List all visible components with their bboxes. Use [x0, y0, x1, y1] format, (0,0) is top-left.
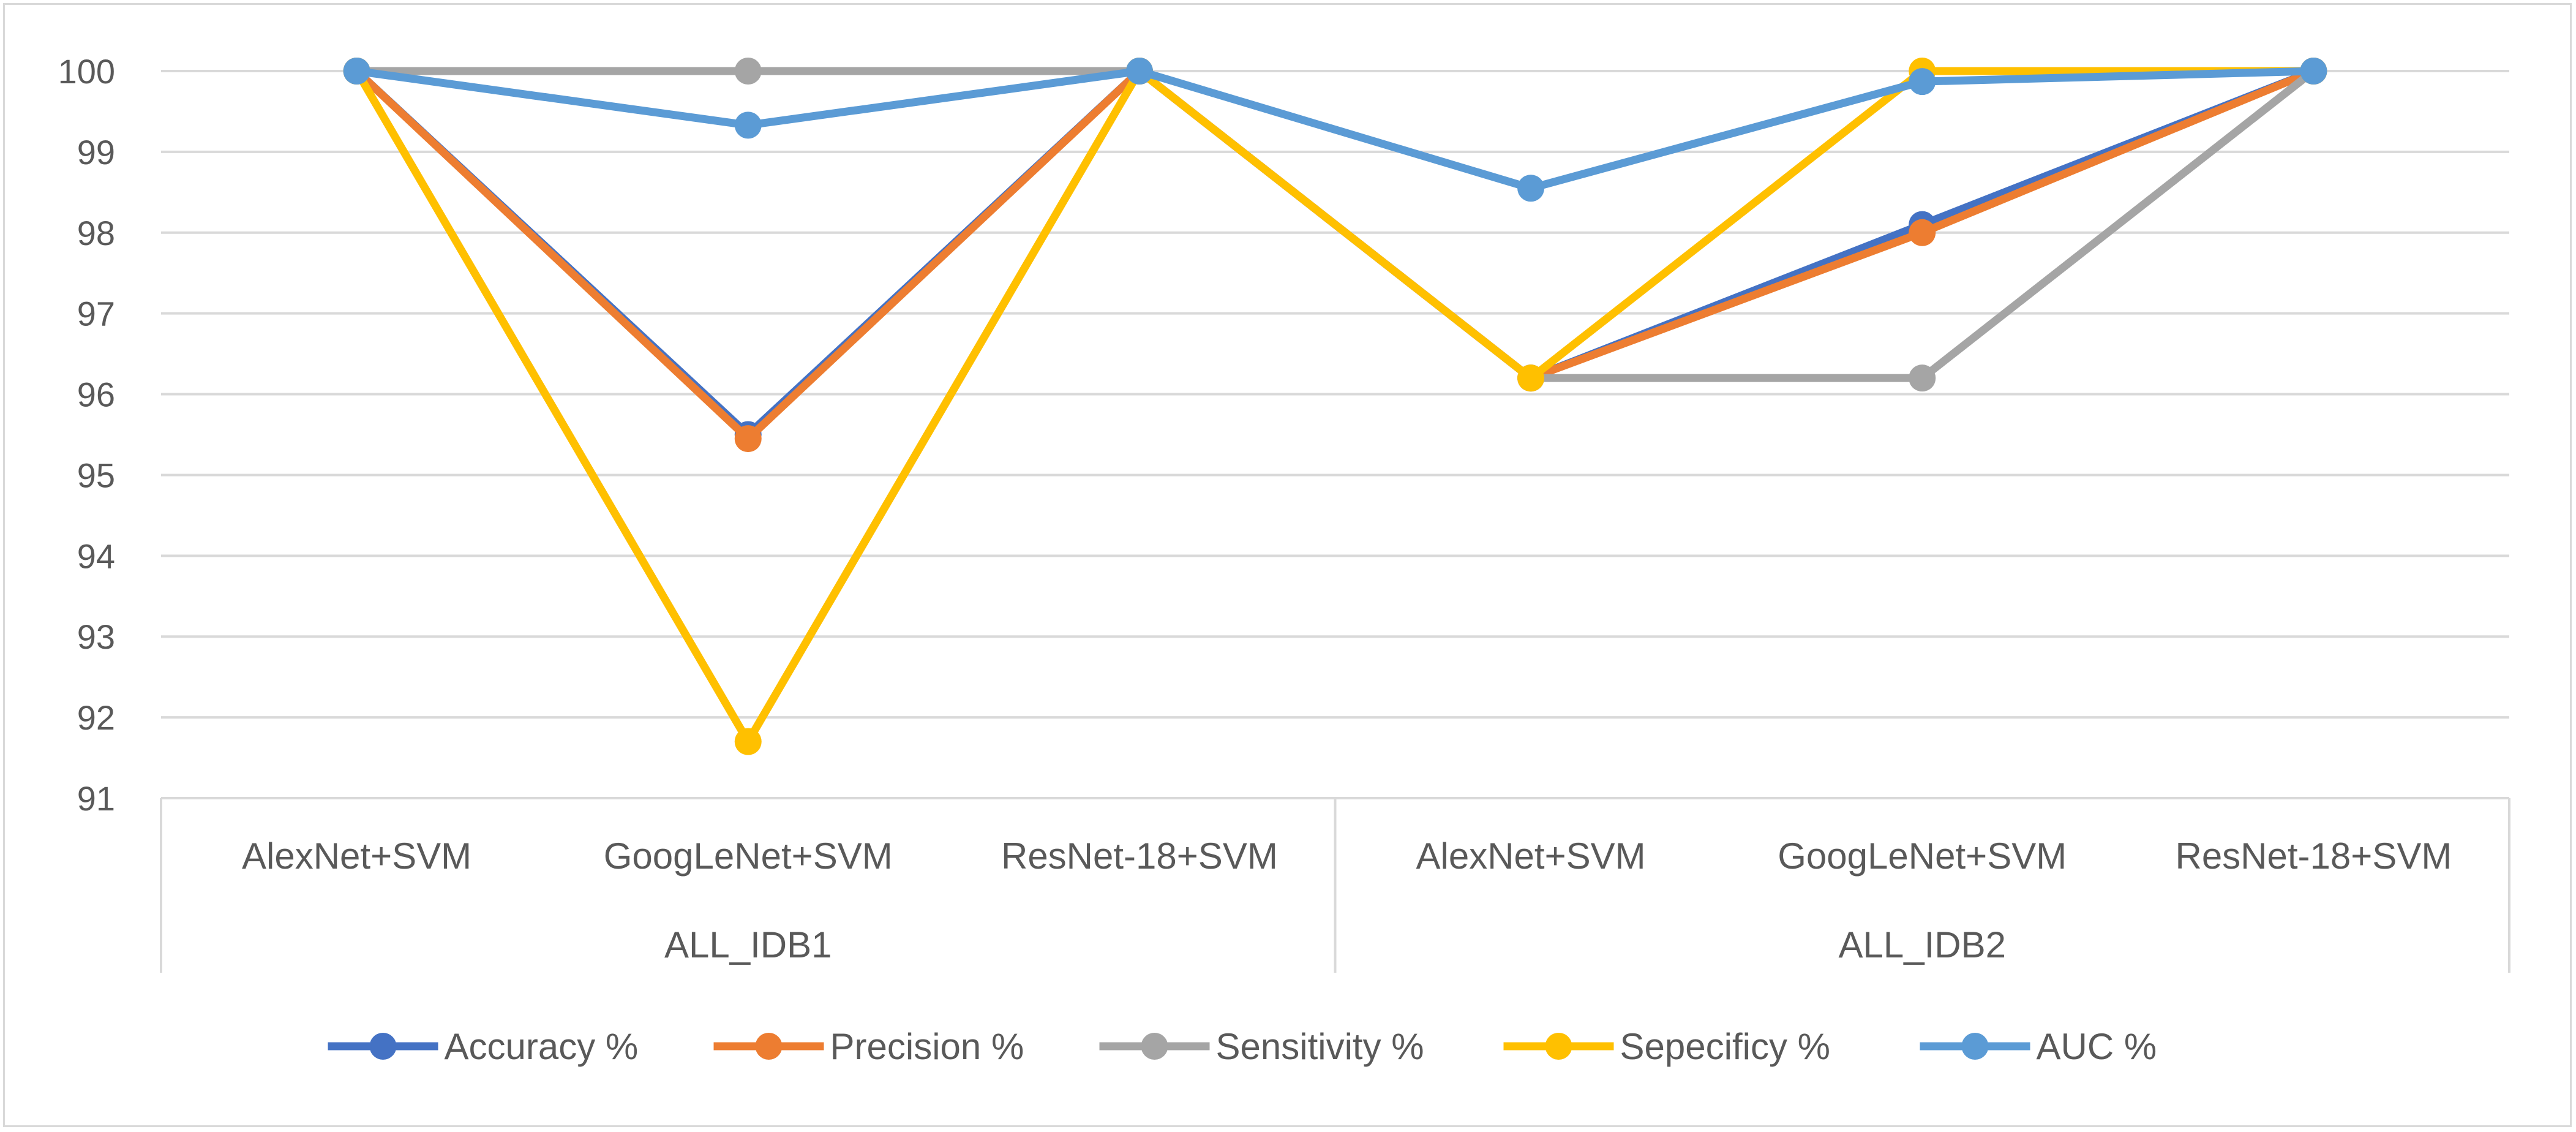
- legend-item: Precision %: [713, 1026, 1024, 1067]
- x-tick-label: AlexNet+SVM: [1416, 836, 1646, 877]
- legend-label: Precision %: [830, 1026, 1024, 1067]
- y-tick-label: 95: [77, 456, 115, 494]
- x-tick-label: AlexNet+SVM: [242, 836, 471, 877]
- legend-marker: [1141, 1033, 1168, 1060]
- legend-label: AUC %: [2037, 1026, 2157, 1067]
- legend-marker: [369, 1033, 397, 1060]
- x-tick-label: GoogLeNet+SVM: [604, 836, 893, 877]
- x-tick-label: ResNet-18+SVM: [2175, 836, 2452, 877]
- series-line: [353, 67, 2318, 746]
- series-auc: [343, 58, 2327, 202]
- y-tick-label: 94: [77, 537, 115, 575]
- series-accuracy: [343, 58, 2327, 448]
- chart-container: 91 92 93 94 95 96 97 98 99 100 AlexNet+SVM GoogLeNe…: [3, 3, 2572, 1127]
- legend: Accuracy % Precision % Sensitivity % Sepeci…: [328, 1026, 2157, 1067]
- y-tick-label: 100: [58, 52, 115, 91]
- data-point: [1517, 175, 1545, 202]
- legend-item: Sensitivity %: [1099, 1026, 1424, 1067]
- gridlines: [161, 70, 2509, 719]
- y-tick-label: 91: [77, 779, 115, 818]
- line-chart: 91 92 93 94 95 96 97 98 99 100 AlexNet+SVM GoogLeNe…: [58, 52, 2510, 1067]
- legend-label: Sensitivity %: [1216, 1026, 1424, 1067]
- legend-label: Accuracy %: [445, 1026, 639, 1067]
- data-point: [734, 425, 762, 453]
- data-point: [2300, 58, 2327, 85]
- data-point: [1909, 219, 1936, 246]
- data-point: [343, 58, 370, 85]
- y-tick-label: 92: [77, 698, 115, 737]
- data-point: [734, 111, 762, 139]
- data-point: [1909, 68, 1936, 96]
- data-point: [1125, 58, 1153, 85]
- y-tick-label: 97: [77, 295, 115, 333]
- y-tick-label: 99: [77, 133, 115, 172]
- data-point: [1909, 364, 1936, 392]
- legend-marker: [755, 1033, 783, 1060]
- group-label: ALL_IDB1: [664, 924, 832, 965]
- x-tick-label: ResNet-18+SVM: [1001, 836, 1278, 877]
- series-sepecificy: [343, 58, 2327, 755]
- series-line: [353, 67, 2318, 192]
- legend-label: Sepecificy %: [1620, 1026, 1830, 1067]
- x-tick-label: GoogLeNet+SVM: [1778, 836, 2067, 877]
- legend-item: AUC %: [1920, 1026, 2157, 1067]
- data-point: [1517, 364, 1545, 392]
- series-precision: [343, 58, 2327, 453]
- data-point: [734, 728, 762, 755]
- data-point: [734, 58, 762, 85]
- legend-item: Sepecificy %: [1503, 1026, 1830, 1067]
- legend-marker: [1961, 1033, 1989, 1060]
- group-label: ALL_IDB2: [1838, 924, 2006, 965]
- legend-item: Accuracy %: [328, 1026, 639, 1067]
- series: [343, 58, 2327, 755]
- legend-marker: [1545, 1033, 1572, 1060]
- axes: 91 92 93 94 95 96 97 98 99 100 AlexNet+SVM GoogLeNe…: [58, 52, 2510, 973]
- y-tick-label: 96: [77, 375, 115, 414]
- y-tick-label: 93: [77, 617, 115, 656]
- y-tick-label: 98: [77, 214, 115, 252]
